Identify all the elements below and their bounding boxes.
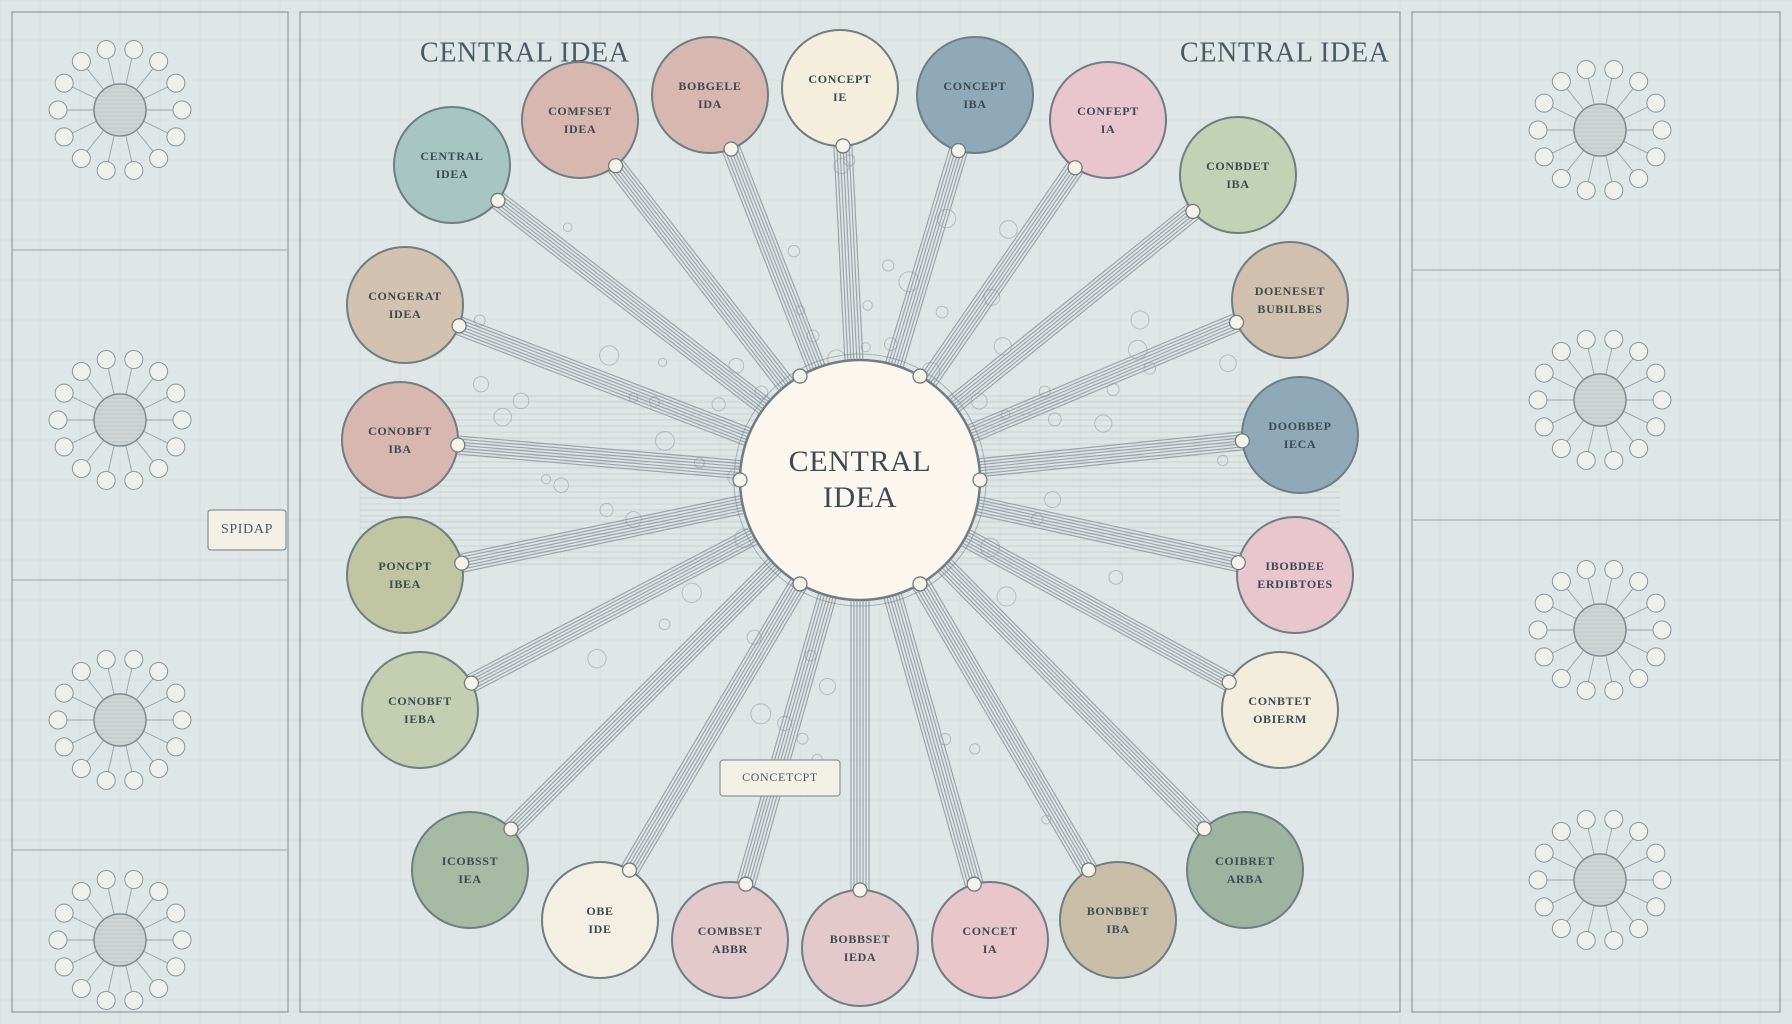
node-label-2: ARBA xyxy=(1227,872,1264,886)
node-label-2: IEA xyxy=(458,872,481,886)
node-label-2: IA xyxy=(1101,122,1116,136)
node-label-1: CONBTET xyxy=(1248,694,1311,708)
concept-node: OBE IDE xyxy=(542,862,658,978)
concept-node: COMFSET IDEA xyxy=(522,62,638,178)
node-label-1: CONCEPT xyxy=(943,79,1006,93)
node-label-2: IDEA xyxy=(564,122,597,136)
node-label-1: COMFSET xyxy=(548,104,612,118)
node-label-2: IECA xyxy=(1284,437,1317,451)
title-left: CENTRAL IDEA xyxy=(420,37,630,68)
node-label-1: ICOBSST xyxy=(442,854,499,868)
node-label-2: IDEA xyxy=(436,167,469,181)
concept-node: BONBBET IBA xyxy=(1060,862,1176,978)
node-label-1: PONCPT xyxy=(378,559,431,573)
node-label-2: IEDA xyxy=(844,950,877,964)
concept-node: CONBTET OBIERM xyxy=(1222,652,1338,768)
node-label-2: IA xyxy=(983,942,998,956)
side-label-box: SPIDAP xyxy=(208,510,286,550)
node-label-1: IBOBDEE xyxy=(1265,559,1324,573)
node-label-1: BONBBET xyxy=(1087,904,1150,918)
node-label-1: BOBBSET xyxy=(830,932,891,946)
diagram-stage: CENTRAL IDEACENTRAL IDEACENTRALIDEACENTR… xyxy=(0,0,1792,1024)
node-label-1: CONCET xyxy=(962,924,1017,938)
node-label-2: IBA xyxy=(388,442,411,456)
center-label-top: CENTRAL xyxy=(789,445,932,478)
node-label-2: IDE xyxy=(588,922,611,936)
node-label-2: IE xyxy=(833,90,847,104)
node-label-1: COMBSET xyxy=(698,924,763,938)
concept-node: CONFEPT IA xyxy=(1050,62,1166,178)
node-label-2: IBA xyxy=(963,97,986,111)
node-label-1: COIBRET xyxy=(1215,854,1275,868)
concept-node: DOENESET BUBILBES xyxy=(1229,242,1348,358)
node-label-2: IBA xyxy=(1106,922,1129,936)
node-label-1: DOOBBEP xyxy=(1268,419,1331,433)
node-label-1: CONOBFT xyxy=(368,424,432,438)
center-label-bottom: IDEA xyxy=(823,481,897,514)
node-label-1: CONGERAT xyxy=(368,289,442,303)
title-right: CENTRAL IDEA xyxy=(1180,37,1390,68)
concept-node: CONBDET IBA xyxy=(1180,117,1296,233)
svg-text:CONCETCPT: CONCETCPT xyxy=(742,770,818,784)
node-label-2: OBIERM xyxy=(1253,712,1307,726)
side-label-text: SPIDAP xyxy=(221,522,273,537)
node-label-2: ERDIBTOES xyxy=(1257,577,1333,591)
node-label-1: CONFEPT xyxy=(1077,104,1139,118)
node-label-2: IBA xyxy=(1226,177,1249,191)
node-label-2: IDEA xyxy=(389,307,422,321)
node-label-1: OBE xyxy=(586,904,613,918)
node-label-1: BOBGELE xyxy=(678,79,741,93)
node-label-2: IBEA xyxy=(389,577,421,591)
concept-node: CENTRAL IDEA xyxy=(394,107,510,223)
concept-node: ICOBSST IEA xyxy=(412,812,528,928)
node-label-1: CONCEPT xyxy=(808,72,871,86)
small-label-box: CONCETCPT xyxy=(720,760,840,796)
node-label-2: ABBR xyxy=(712,942,748,956)
node-label-2: IDA xyxy=(698,97,722,111)
node-label-1: CONBDET xyxy=(1206,159,1270,173)
concept-node: CONOBFT IEBA xyxy=(362,652,478,768)
node-label-1: CONOBFT xyxy=(388,694,452,708)
node-label-2: IEBA xyxy=(404,712,436,726)
concept-node: COIBRET ARBA xyxy=(1187,812,1303,928)
node-label-2: BUBILBES xyxy=(1257,302,1322,316)
node-label-1: CENTRAL xyxy=(420,149,483,163)
node-label-1: DOENESET xyxy=(1255,284,1325,298)
